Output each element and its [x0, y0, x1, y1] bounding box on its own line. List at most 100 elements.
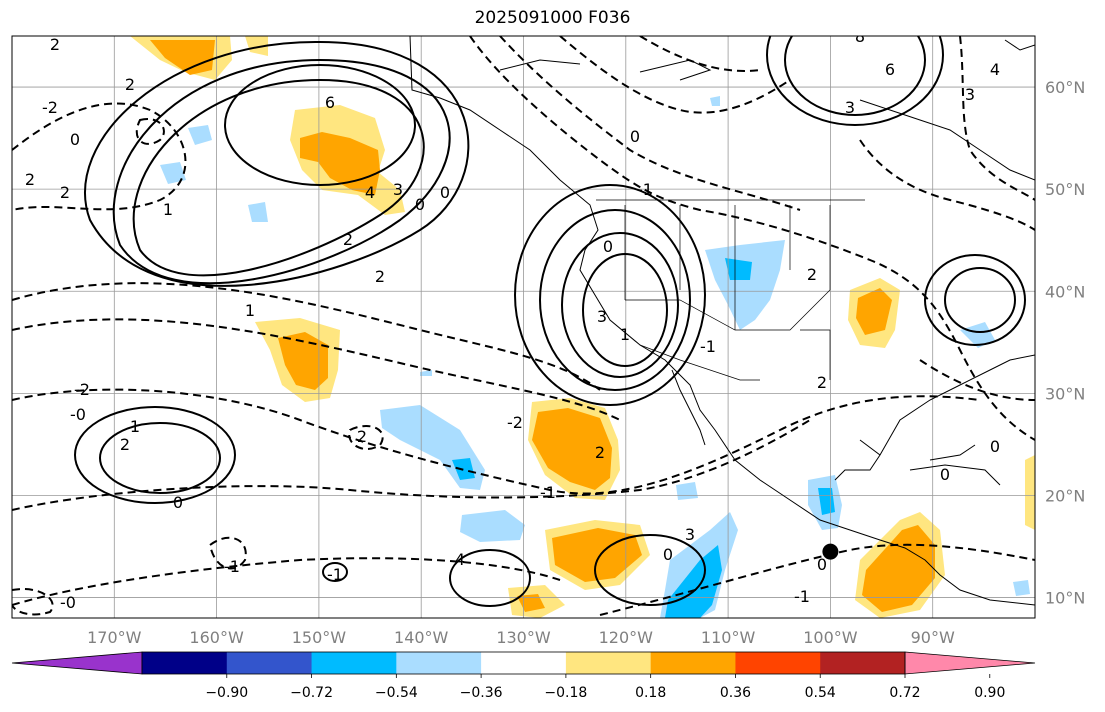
contour-value-label: 1 [163, 200, 173, 219]
contour-value-label: 0 [415, 195, 425, 214]
contour-value-label: -2 [507, 413, 523, 432]
contour-value-label: 2 [120, 435, 130, 454]
lat-tick-label: 40°N [1045, 282, 1085, 301]
contour-value-label: 2 [50, 35, 60, 54]
negative-anomaly-region [960, 322, 995, 348]
colorbar-tick-label: −0.54 [375, 685, 418, 701]
contour-value-label: 0 [817, 555, 827, 574]
colorbar-segment [481, 652, 567, 674]
contour-value-label: 1 [245, 301, 255, 320]
colorbar-segment [650, 652, 736, 674]
contour-value-label: -0 [70, 405, 86, 424]
contour-value-label: 6 [325, 93, 335, 112]
contour-value-label: 4 [455, 550, 465, 569]
map-title: 2025091000 F036 [474, 8, 631, 28]
contour-value-label: -1 [637, 180, 653, 199]
contour-value-label: 2 [807, 265, 817, 284]
contour-value-label: 0 [630, 127, 640, 146]
contour-value-label: 2 [125, 75, 135, 94]
contour-value-label: 2 [375, 267, 385, 286]
lon-tick-label: 120°W [599, 628, 654, 647]
negative-anomaly-region [710, 96, 720, 106]
negative-anomaly-region [160, 162, 186, 184]
contours-positive [74, 36, 1026, 607]
contour-value-label: 2 [25, 170, 35, 189]
negative-anomaly-region [248, 202, 268, 222]
lat-tick-label: 20°N [1045, 486, 1085, 505]
positive-anomaly-region [532, 408, 612, 490]
negative-anomaly-region [188, 125, 212, 145]
contour-value-label: 8 [855, 27, 865, 46]
contour-value-label: 3 [597, 307, 607, 326]
colorbar-tick-label: −0.18 [544, 685, 587, 701]
contour-value-label: 2 [817, 373, 827, 392]
colorbar-segment [226, 652, 313, 674]
contour-value-label: -1 [224, 557, 240, 576]
negative-anomaly-region [460, 510, 525, 542]
contour-value-label: 3 [393, 180, 403, 199]
colorbar-tick-label: −0.72 [290, 685, 333, 701]
colorbar-outline [141, 651, 906, 675]
colorbar [11, 651, 1036, 675]
contour-value-label: 0 [70, 130, 80, 149]
contour-value-label: 2 [357, 427, 367, 446]
lon-tick-label: 170°W [87, 628, 142, 647]
lon-tick-label: 90°W [911, 628, 955, 647]
colorbar-tick-labels: −0.90 −0.72 −0.54 −0.36 −0.18 0.18 0.36 0.54 0.7… [205, 674, 1005, 701]
contour-value-label: -2 [74, 380, 90, 399]
lat-tick-label: 50°N [1045, 180, 1085, 199]
colorbar-segment [396, 652, 482, 674]
negative-anomaly-region [705, 240, 785, 330]
lon-tick-label: 100°W [803, 628, 858, 647]
lon-tick-label: 150°W [292, 628, 347, 647]
colorbar-segment [820, 652, 906, 674]
positive-anomaly-region [862, 525, 935, 612]
contour-value-label: 0 [663, 545, 673, 564]
contour-value-label: -1 [794, 587, 810, 606]
positive-anomaly-region [856, 288, 892, 335]
lon-tick-label: 160°W [189, 628, 244, 647]
colorbar-segment [565, 652, 652, 674]
lat-tick-label: 10°N [1045, 589, 1085, 608]
contour-value-label: -1 [540, 483, 556, 502]
contour-value-label: -0 [60, 593, 76, 612]
colorbar-tick-label: 0.36 [720, 685, 751, 701]
political-borders [596, 199, 865, 381]
colorbar-tick-label: −0.90 [205, 685, 248, 701]
positive-anomaly-region [278, 332, 328, 390]
contour-value-label: 3 [965, 85, 975, 104]
contour-value-label: 4 [990, 60, 1000, 79]
contour-value-label: -1 [700, 337, 716, 356]
map-frame [11, 35, 1036, 619]
colorbar-segment [142, 652, 228, 674]
contour-value-label: 0 [990, 437, 1000, 456]
colorbar-segment [311, 652, 397, 674]
contour-value-label: 3 [685, 525, 695, 544]
contour-value-label: 0 [603, 237, 613, 256]
positive-anomaly-region [150, 40, 215, 75]
contour-value-label: 1 [620, 325, 630, 344]
contour-value-label: 0 [173, 493, 183, 512]
colorbar-segment [735, 652, 821, 674]
contour-value-label: -2 [42, 98, 58, 117]
contour-value-label: 0 [440, 183, 450, 202]
contour-value-label: 0 [940, 465, 950, 484]
contour-value-label: -1 [327, 565, 343, 584]
negative-anomaly-region [452, 458, 475, 480]
contour-value-label: 3 [845, 98, 855, 117]
negative-anomaly-region [1013, 580, 1030, 596]
negative-anomaly-region [420, 370, 432, 376]
positive-anomaly-region [517, 594, 545, 612]
colorbar-tick-label: −0.36 [460, 685, 503, 701]
contour-value-label: 2 [343, 230, 353, 249]
contour-value-label: 2 [60, 183, 70, 202]
shaded-anomalies [130, 36, 1035, 618]
colorbar-tick-label: 0.90 [974, 685, 1005, 701]
contour-value-label: 2 [595, 443, 605, 462]
lon-tick-label: 130°W [496, 628, 551, 647]
colorbar-extend-high [904, 651, 1036, 675]
colorbar-tick-label: 0.54 [805, 685, 836, 701]
colorbar-extend-low [11, 651, 143, 675]
